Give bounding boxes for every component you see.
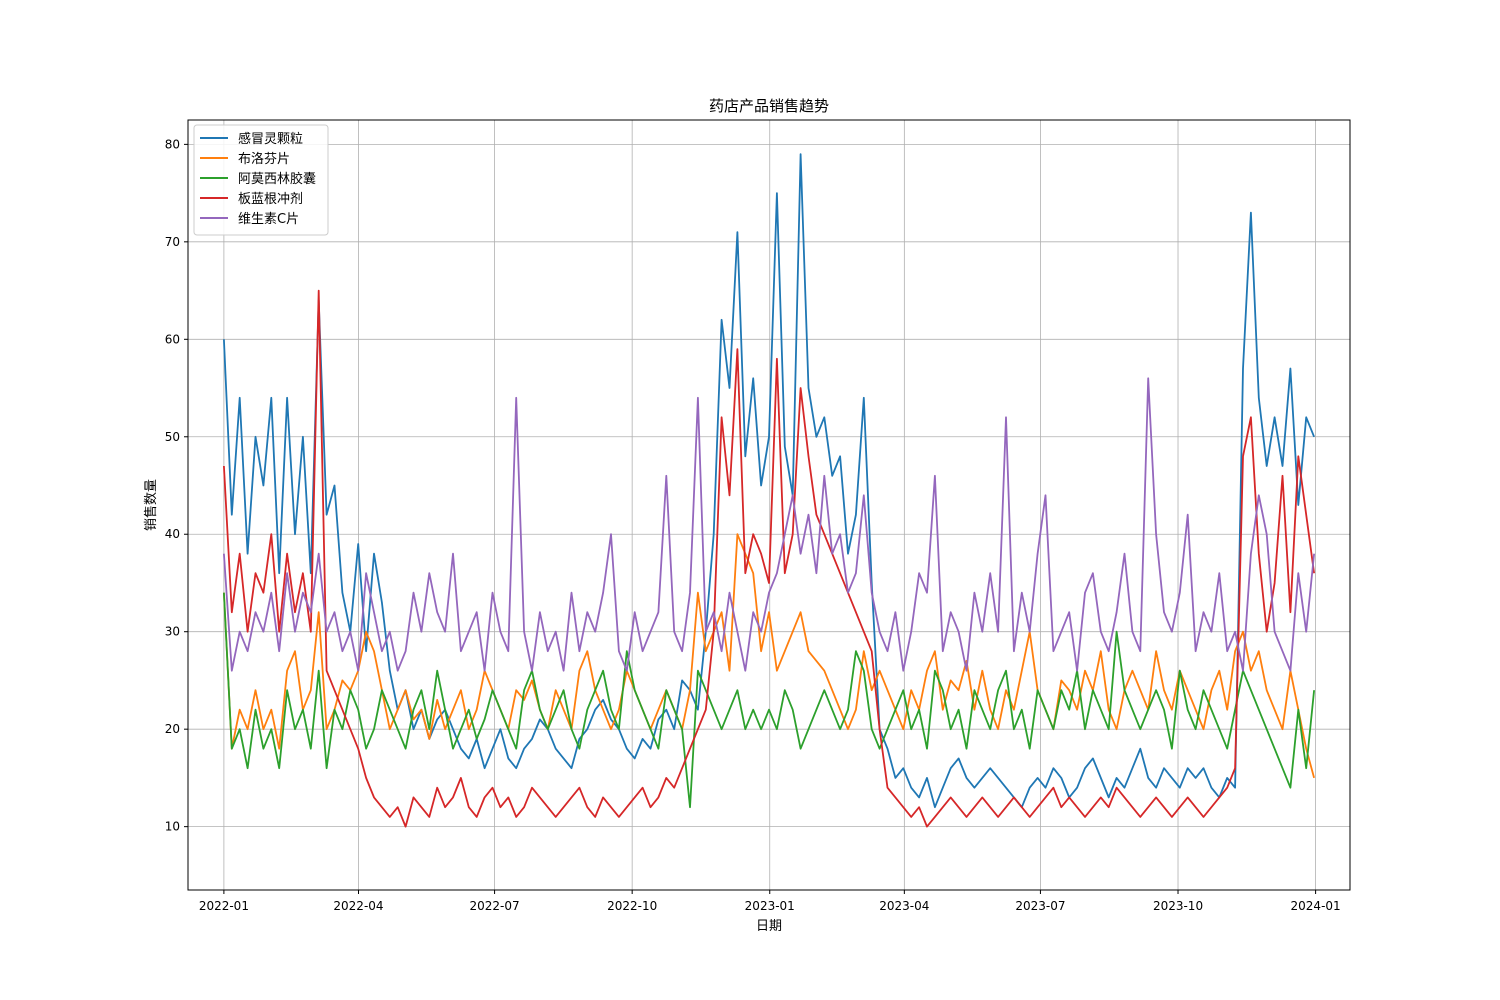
y-tick-label: 40 <box>165 527 180 541</box>
x-tick-label: 2022-07 <box>470 899 520 913</box>
series-line-3 <box>223 592 1315 809</box>
x-tick-label: 2022-10 <box>607 899 657 913</box>
x-tick-label: 2022-01 <box>199 899 249 913</box>
y-tick-label: 50 <box>165 430 180 444</box>
legend-label: 维生素C片 <box>238 212 299 227</box>
chart-title: 药店产品销售趋势 <box>709 97 829 115</box>
legend-box <box>193 124 329 236</box>
y-axis-label: 销售数量 <box>143 479 159 531</box>
legend-label: 阿莫西林胶囊 <box>238 171 316 187</box>
y-tick-label: 60 <box>165 332 180 346</box>
legend-label: 感冒灵颗粒 <box>238 131 303 147</box>
y-tick-label: 70 <box>165 235 180 249</box>
x-tick-label: 2023-10 <box>1153 899 1203 913</box>
x-tick-label: 2023-07 <box>1015 899 1065 913</box>
plot-frame <box>187 119 1351 891</box>
y-tick-label: 10 <box>165 820 180 834</box>
series-line-5 <box>223 377 1315 672</box>
legend-label: 板蓝根冲剂 <box>238 192 303 207</box>
series-line-4 <box>223 289 1315 828</box>
ticks: 2022-01 2022-04 2022-07 2022-10 2023-01 2023-… <box>165 137 1341 913</box>
x-axis-label: 日期 <box>756 919 782 934</box>
x-tick-label: 2023-04 <box>879 899 929 913</box>
x-tick-label: 2022-04 <box>333 899 383 913</box>
y-tick-label: 80 <box>165 137 180 151</box>
y-tick-label: 30 <box>165 625 180 639</box>
x-tick-label: 2023-01 <box>745 899 795 913</box>
series-line-2 <box>223 533 1315 779</box>
legend-label: 布洛芬片 <box>238 152 290 167</box>
series-layer <box>223 153 1315 828</box>
y-tick-label: 20 <box>165 722 180 736</box>
x-tick-label: 2024-01 <box>1291 899 1341 913</box>
